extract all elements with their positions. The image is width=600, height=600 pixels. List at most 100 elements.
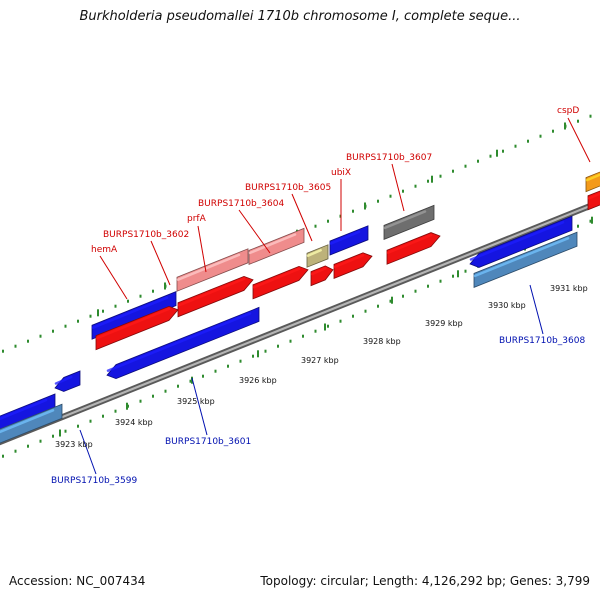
ruler-dot (314, 329, 317, 333)
gene-next-shine (587, 192, 600, 200)
tick-label-3923-kbp: 3923 kbp (55, 440, 93, 449)
ruler-dot (189, 379, 192, 383)
gene-label-prfA: prfA (187, 214, 207, 224)
gene-cspD-shine (585, 173, 600, 182)
tick-label-3930-kbp: 3930 kbp (488, 301, 526, 310)
ruler-dot (577, 224, 579, 228)
ruler-dot (327, 219, 329, 223)
leader-burps1710b-3604 (238, 209, 271, 254)
tick-label-3925-kbp: 3925 kbp (177, 397, 215, 406)
ruler-dot (102, 414, 104, 418)
ruler-dot (502, 149, 504, 153)
ruler-dot (527, 139, 529, 143)
ruler-dot (539, 134, 542, 138)
gene-label-burps1710b-3608: BURPS1710b_3608 (499, 336, 585, 346)
gene-hemA (95, 305, 179, 351)
gene-BURPS1710b_3608-steel-shine (473, 237, 570, 278)
ruler-dot (327, 324, 329, 328)
gene-hemA-partner-shine (91, 296, 169, 329)
leader-burps1710b-3602 (150, 240, 171, 286)
ruler-dot (39, 334, 42, 338)
ruler-dot (127, 299, 129, 303)
gene-BURPS1710b_3604-shine (248, 233, 297, 255)
ruler-dot (52, 434, 54, 438)
ruler-dot (402, 189, 404, 193)
leader-prfA (197, 225, 207, 273)
ruler-dot (227, 364, 229, 368)
gene-BURPS1710b_3602 (177, 275, 254, 318)
ruler-dot (52, 329, 54, 333)
ruler-dot (477, 159, 479, 163)
ruler-dot (39, 439, 42, 443)
ruler-dot (252, 354, 254, 358)
ruler-dot (589, 219, 592, 223)
gene-BURPS1710b_3599-shine (0, 398, 48, 421)
ruler-dot (439, 279, 442, 283)
gene-label-burps1710b-3602: BURPS1710b_3602 (103, 230, 189, 240)
gene-BURPS1710b_3601-shine (106, 312, 252, 372)
ruler-dot (552, 129, 554, 133)
ruler-dot (27, 339, 29, 343)
ruler-dot (114, 304, 117, 308)
gene-BURPS1710b_3600-shine (54, 375, 73, 385)
gene-ubiX-partner (306, 244, 329, 268)
map-title: Burkholderia pseudomallei 1710b chromoso… (79, 9, 521, 24)
gene-label-burps1710b-3607: BURPS1710b_3607 (346, 153, 432, 163)
accession-text: Accession: NC_007434 (9, 574, 146, 588)
ruler-dot (452, 274, 454, 278)
ruler-dot (464, 164, 467, 168)
gene-BURPS1710b_3600 (54, 370, 81, 392)
ruler-dot (464, 269, 467, 273)
gene-hemA-shine (95, 307, 171, 340)
gene-prfA-shine (176, 253, 241, 281)
ruler-dot (89, 314, 92, 318)
gene-label-hemA: hemA (91, 245, 118, 255)
gene-BURPS1710b_3607-shine (386, 233, 433, 254)
ruler-dot (2, 349, 4, 353)
ruler-dot (64, 324, 67, 328)
gene-label-ubiX: ubiX (331, 168, 351, 178)
ruler-dot (64, 429, 67, 433)
ruler-dot (77, 319, 79, 323)
ruler-dot (577, 119, 579, 123)
ruler-dot (339, 319, 342, 323)
gene-label-burps1710b-3605: BURPS1710b_3605 (245, 183, 331, 193)
ruler-dot (264, 349, 267, 353)
gene-BURPS1710b_3605-partner-shine (329, 230, 361, 245)
gene-label-burps1710b-3601: BURPS1710b_3601 (165, 437, 251, 447)
ruler-dot (352, 209, 354, 213)
tick-label-3929-kbp: 3929 kbp (425, 319, 463, 328)
ruler-dot (514, 144, 517, 148)
ruler-dot (277, 344, 279, 348)
ruler-dot (2, 454, 4, 458)
ruler-dot (177, 384, 179, 388)
ruler-dot (202, 374, 204, 378)
ruler-dot (414, 289, 417, 293)
tick-label-3924-kbp: 3924 kbp (115, 418, 153, 427)
leader-burps1710b-3607 (391, 163, 405, 212)
ruler-dot (427, 284, 429, 288)
gene-BURPS1710b_3604-red-shine (252, 267, 301, 289)
ruler-dot (139, 399, 142, 403)
ruler-dot (14, 344, 17, 348)
ruler-dot (377, 199, 379, 203)
ruler-dot (427, 179, 429, 183)
ruler-dot (139, 294, 142, 298)
gene-labels: hemA BURPS1710b_3602 prfA BURPS1710b_3604 BU… (51, 106, 585, 486)
leader-burps1710b-3599 (79, 429, 97, 475)
leader-cspD (567, 117, 591, 163)
gene-ubiX-shine (333, 254, 365, 269)
gene-BURPS1710b_3607 (386, 232, 441, 265)
ruler-dot (364, 309, 367, 313)
leader-hemA (99, 255, 128, 300)
ruler-dot (352, 314, 354, 318)
ruler-dot (89, 419, 92, 423)
leader-burps1710b-3601 (191, 377, 208, 436)
tick-label-3928-kbp: 3928 kbp (363, 337, 401, 346)
gene-BURPS1710b_3599-steel-shine (0, 409, 55, 434)
gene-ubiX-partner-shine (306, 248, 322, 257)
gene-label-burps1710b-3599: BURPS1710b_3599 (51, 476, 137, 486)
gene-ubiX (333, 252, 373, 279)
ruler-dot (314, 224, 317, 228)
